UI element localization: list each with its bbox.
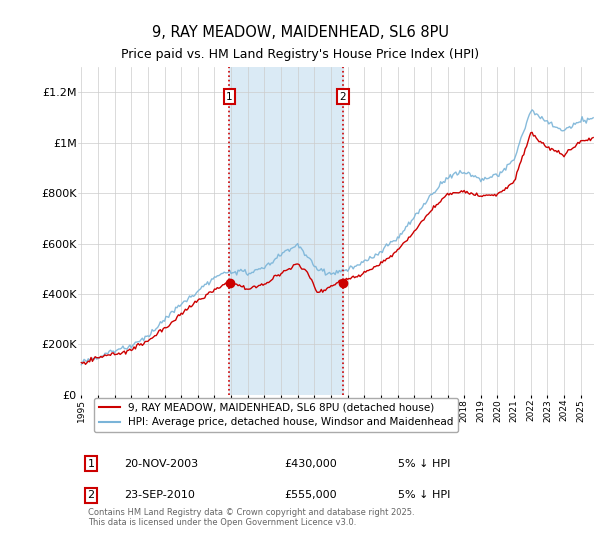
Text: 1: 1: [88, 459, 94, 469]
Text: Price paid vs. HM Land Registry's House Price Index (HPI): Price paid vs. HM Land Registry's House …: [121, 48, 479, 60]
Text: 9, RAY MEADOW, MAIDENHEAD, SL6 8PU: 9, RAY MEADOW, MAIDENHEAD, SL6 8PU: [151, 25, 449, 40]
Text: 23-SEP-2010: 23-SEP-2010: [124, 491, 196, 500]
Text: 2: 2: [340, 92, 346, 102]
Bar: [229, 67, 343, 395]
Text: 2: 2: [88, 491, 94, 500]
Text: Contains HM Land Registry data © Crown copyright and database right 2025.
This d: Contains HM Land Registry data © Crown c…: [88, 508, 415, 528]
Text: 5% ↓ HPI: 5% ↓ HPI: [398, 491, 450, 500]
Text: 5% ↓ HPI: 5% ↓ HPI: [398, 459, 450, 469]
Text: £430,000: £430,000: [284, 459, 337, 469]
Text: 20-NOV-2003: 20-NOV-2003: [124, 459, 199, 469]
Legend: 9, RAY MEADOW, MAIDENHEAD, SL6 8PU (detached house), HPI: Average price, detache: 9, RAY MEADOW, MAIDENHEAD, SL6 8PU (deta…: [94, 398, 458, 432]
Text: 1: 1: [226, 92, 233, 102]
Text: £555,000: £555,000: [284, 491, 337, 500]
